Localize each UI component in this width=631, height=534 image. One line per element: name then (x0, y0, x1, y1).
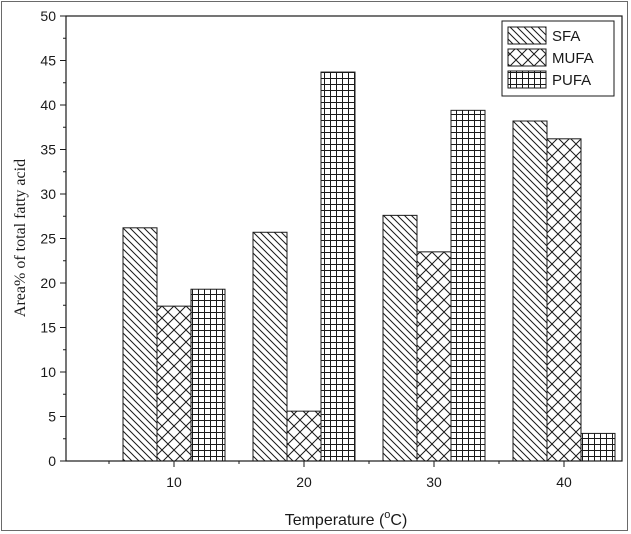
y-ticks-group: 0 5 10 15 20 25 30 35 40 45 50 (40, 8, 66, 469)
bar-pufa-10 (190, 288, 226, 462)
y-tick-label: 45 (40, 53, 56, 69)
legend: SFA MUFA PUFA (501, 20, 615, 97)
legend-swatch-pufa (507, 70, 547, 89)
bar-pufa-30 (450, 109, 486, 462)
x-tick-label: 30 (426, 474, 442, 490)
x-axis-title-end: C) (390, 512, 407, 529)
x-tick-label: 10 (166, 474, 182, 490)
bar-mufa-40 (546, 138, 582, 462)
bar-mufa-10 (156, 305, 192, 462)
bars-group (122, 71, 616, 462)
y-tick-label: 30 (40, 186, 56, 202)
x-ticks-group: 10 20 30 40 (108, 461, 572, 490)
y-tick-label: 10 (40, 364, 56, 380)
y-axis-title: Area% of total fatty acid (12, 159, 29, 317)
y-tick-label: 25 (40, 231, 56, 247)
x-axis-title-main: Temperature ( (285, 512, 385, 529)
bar-sfa-30 (382, 214, 418, 462)
legend-label-sfa: SFA (552, 28, 580, 45)
y-tick-label: 5 (48, 409, 56, 425)
x-axis-title-superscript: o (384, 509, 390, 521)
y-tick-label: 50 (40, 8, 56, 24)
y-tick-label: 20 (40, 275, 56, 291)
bar-sfa-40 (512, 120, 548, 462)
bar-mufa-30 (416, 251, 452, 462)
legend-label-pufa: PUFA (552, 72, 591, 89)
bar-mufa-20 (286, 410, 322, 462)
x-tick-label: 20 (296, 474, 312, 490)
x-axis-title: Temperature (oC) (285, 509, 408, 529)
bar-sfa-10 (122, 227, 158, 462)
x-tick-label: 40 (556, 474, 572, 490)
y-tick-label: 35 (40, 142, 56, 158)
legend-swatch-sfa (507, 26, 547, 45)
legend-label-mufa: MUFA (552, 50, 594, 67)
bar-pufa-40 (580, 432, 616, 462)
y-tick-label: 15 (40, 320, 56, 336)
y-tick-label: 0 (48, 453, 56, 469)
y-tick-label: 40 (40, 97, 56, 113)
bar-pufa-20 (320, 71, 356, 462)
bar-sfa-20 (252, 231, 288, 462)
legend-swatch-mufa (507, 48, 547, 67)
